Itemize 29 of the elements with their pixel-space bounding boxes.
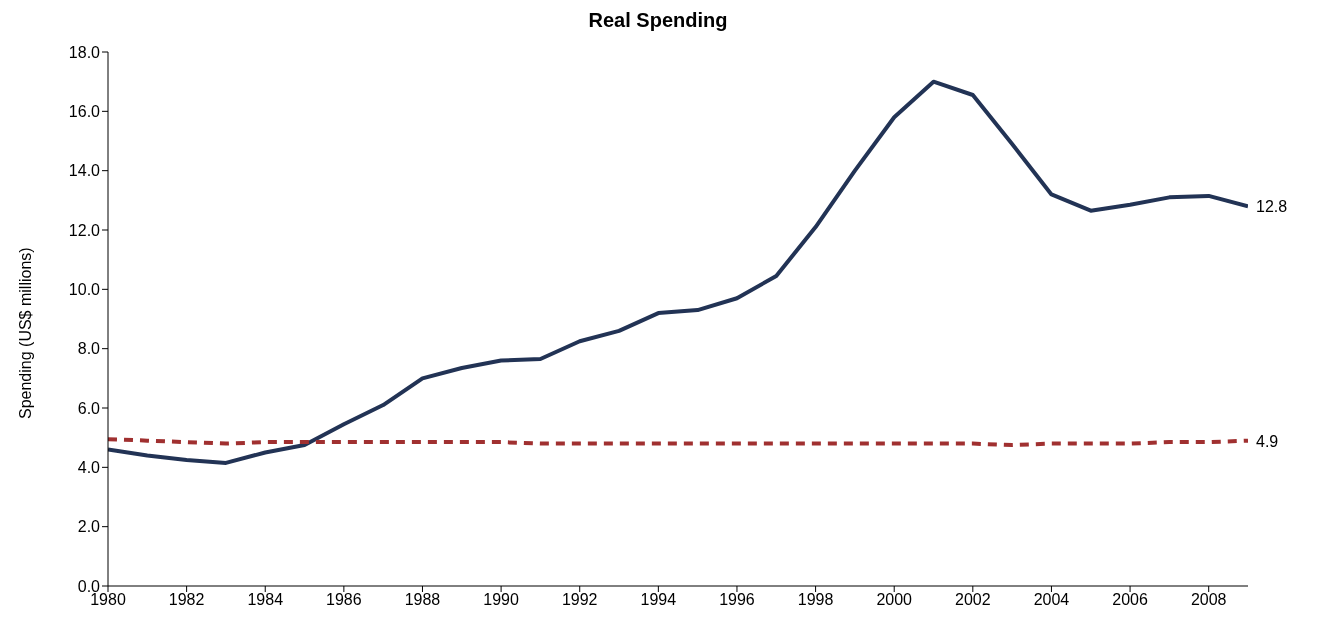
y-tick-label: 4.0: [77, 459, 101, 477]
y-tick-label: 8.0: [77, 340, 101, 358]
x-tick-label: 1980: [90, 591, 126, 609]
x-tick-label: 2008: [1190, 591, 1227, 609]
x-tick-label: 1982: [168, 591, 205, 609]
x-tick-label: 2004: [1033, 591, 1070, 609]
x-tick-label: 1984: [247, 591, 284, 609]
x-tick-label: 1994: [640, 591, 677, 609]
x-tick-label: 1998: [797, 591, 834, 609]
data-label: 12.8: [1256, 198, 1288, 216]
x-tick-label: 1988: [404, 591, 441, 609]
data-label: 4.9: [1256, 432, 1279, 450]
x-tick-label: 2006: [1112, 591, 1148, 609]
y-tick-label: 18.0: [68, 43, 101, 61]
y-tick-label: 14.0: [68, 162, 101, 180]
chart-title: Real Spending: [587, 8, 729, 33]
y-tick-label: 12.0: [68, 221, 101, 239]
x-tick-label: 1992: [561, 591, 598, 609]
line-series: [108, 79, 1248, 465]
x-tick-label: 2002: [955, 591, 991, 609]
x-tick-label: 2000: [876, 591, 913, 609]
y-tick-label: 10.0: [68, 281, 101, 299]
x-tick-label: 1996: [719, 591, 755, 609]
x-tick-label: 1986: [326, 591, 362, 609]
y-axis-title: Spending (US$ millions): [16, 247, 34, 419]
y-tick-label: 6.0: [77, 399, 101, 417]
y-tick-label: 16.0: [68, 103, 101, 121]
y-tick-label: 2.0: [77, 518, 101, 536]
x-tick-label: 1990: [483, 591, 519, 609]
